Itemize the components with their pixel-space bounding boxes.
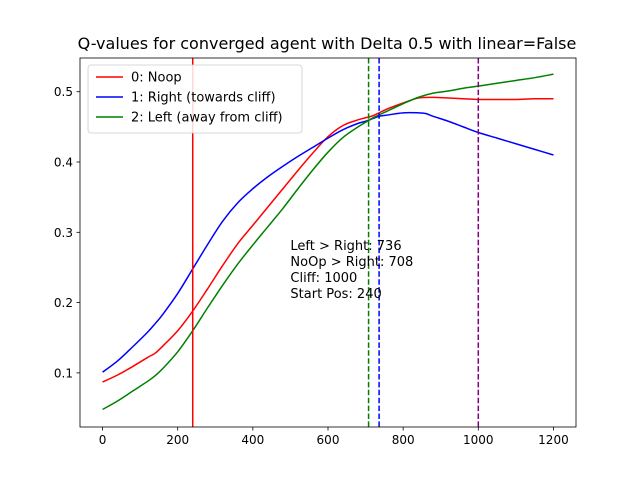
- legend-label-2: 2: Left (away from cliff): [131, 111, 283, 126]
- series-layer: [102, 73, 554, 411]
- x-tick-label-1200: 1200: [538, 433, 569, 447]
- y-tick-label-0.2: 0.2: [54, 296, 73, 310]
- x-tick-label-1000: 1000: [463, 433, 494, 447]
- annotation-line-1: NoOp > Right: 708: [290, 255, 413, 270]
- x-tick-label-0: 0: [99, 433, 107, 447]
- legend-box: [87, 64, 303, 134]
- y-tick-label-0.4: 0.4: [54, 156, 73, 170]
- x-tick-label-600: 600: [317, 433, 340, 447]
- legend-label-1: 1: Right (towards cliff): [131, 91, 276, 106]
- annotation-line-2: Cliff: 1000: [290, 271, 357, 286]
- legend-label-0: 0: Noop: [131, 71, 182, 86]
- chart-title: Q-values for converged agent with Delta …: [78, 34, 577, 53]
- ticks: 0 200 400 600 800 1000 1200 0.1 0.2 0.3 0.4 0.5: [54, 85, 569, 447]
- annotation-line-0: Left > Right: 736: [290, 239, 401, 254]
- x-tick-label-400: 400: [241, 433, 264, 447]
- legend: 0: Noop 1: Right (towards cliff) 2: Left (…: [87, 64, 303, 134]
- series-line-2: [102, 73, 554, 411]
- series-line-0: [102, 96, 554, 383]
- series-line-1: [102, 111, 554, 373]
- y-tick-label-0.5: 0.5: [54, 85, 73, 99]
- annotation-line-3: Start Pos: 240: [290, 287, 381, 302]
- y-tick-label-0.3: 0.3: [54, 226, 73, 240]
- x-tick-label-200: 200: [166, 433, 189, 447]
- y-tick-label-0.1: 0.1: [54, 366, 73, 380]
- x-tick-label-800: 800: [392, 433, 415, 447]
